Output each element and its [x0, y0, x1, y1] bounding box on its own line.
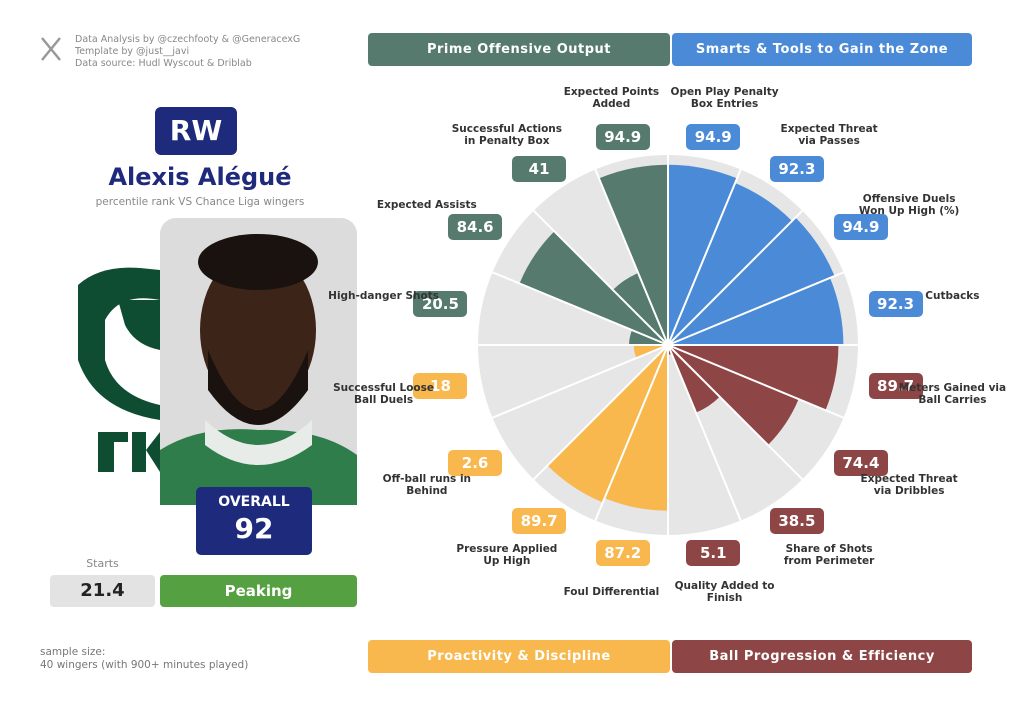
value-label: 89.7: [868, 373, 923, 400]
player-name: Alexis Alégué: [108, 163, 292, 191]
category-label: Pressure Applied Up High: [456, 542, 558, 567]
slice: [668, 217, 835, 345]
category-label: Expected Points Added: [563, 85, 660, 110]
legend-banner: Smarts & Tools to Gain the Zone: [672, 33, 972, 66]
value-label: 94.9: [595, 124, 650, 151]
slice-background: [668, 345, 741, 536]
form-box: [160, 575, 357, 607]
slice-background: [478, 272, 668, 345]
category-label: Successful Actions in Penalty Box: [451, 123, 563, 148]
category-label: Expected Threat via Dribbles: [860, 473, 958, 497]
slice-separator: [667, 344, 742, 521]
slice: [668, 345, 720, 413]
slice: [547, 345, 668, 503]
position-badge: [155, 107, 237, 155]
category-label: Expected Threat via Passes: [780, 123, 878, 148]
sample-note: 40 wingers (with 900+ minutes played): [40, 659, 249, 671]
slice: [612, 273, 668, 345]
starts-box: [50, 575, 155, 607]
value-label: 94.9: [833, 214, 888, 241]
slice-separator: [667, 169, 742, 346]
value-label: 92.3: [769, 155, 824, 182]
category-label: Offensive Duels Won Up High (%): [858, 192, 960, 217]
legend-banner: Ball Progression & Efficiency: [672, 640, 972, 673]
slice-separator: [594, 344, 669, 521]
category-label: Meters Gained via Ball Carries: [898, 382, 1007, 407]
value-label: 41: [512, 155, 567, 182]
value-label: 87.2: [595, 539, 650, 566]
slice: [519, 231, 668, 345]
slice-separator: [492, 271, 669, 346]
value-label: 92.3: [868, 290, 923, 317]
credit: Data Analysis by @czechfooty & @Generace…: [75, 34, 301, 45]
category-label: Open Play Penalty Box Entries: [670, 85, 779, 110]
value-label: 38.5: [769, 508, 824, 535]
value-label: 84.6: [448, 214, 503, 241]
value-label: 74.4: [833, 449, 888, 476]
club-logo: [78, 267, 160, 472]
slice-separator: [667, 344, 804, 481]
value-label: 2.6: [448, 449, 503, 476]
value-label: 20.5: [413, 290, 468, 317]
category-label: Quality Added to Finish: [674, 580, 775, 605]
category-label: High-danger Shots: [328, 289, 439, 302]
form: Peaking: [224, 582, 293, 600]
slice-separator: [532, 209, 669, 346]
slice-separator: [492, 344, 669, 419]
slice: [668, 277, 844, 345]
slice: [598, 164, 668, 345]
slice-separator: [667, 209, 804, 346]
starts-label: Starts: [86, 557, 119, 570]
slice: [668, 182, 793, 345]
credit: Data source: Hudl Wyscout & Driblab: [75, 58, 252, 69]
slice-separator: [532, 344, 669, 481]
legend-banner: Proactivity & Discipline: [368, 640, 670, 673]
category-label: Off-ball runs in Behind: [382, 473, 472, 497]
starts-value: 21.4: [80, 580, 125, 601]
value-label: 89.7: [512, 508, 567, 535]
position: RW: [169, 114, 223, 147]
category-label: Share of Shots from Perimeter: [783, 542, 875, 567]
overall-value: 92: [234, 512, 274, 545]
legend-banner: Prime Offensive Output: [368, 33, 670, 66]
value-label: 5.1: [686, 539, 741, 566]
slice-separator: [594, 169, 669, 346]
overall-badge: [196, 487, 312, 555]
x-logo: [41, 37, 61, 61]
value-label: 18: [413, 373, 468, 400]
slice-separator: [667, 344, 844, 419]
player-photo: [160, 234, 357, 505]
pizza: [478, 155, 858, 536]
category-label: Successful Loose Ball Duels: [333, 382, 435, 407]
sample-note: sample size:: [40, 646, 106, 658]
slice: [604, 345, 668, 511]
category-label: Cutbacks: [925, 289, 980, 302]
category-label: Foul Differential: [563, 586, 660, 599]
slice: [668, 345, 839, 411]
slice-background: [492, 345, 668, 480]
credit: Template by @just__javi: [75, 46, 190, 57]
overall-label: OVERALL: [218, 494, 290, 510]
slice-background: [478, 345, 668, 418]
slice: [668, 345, 799, 445]
value-label: 94.9: [686, 124, 741, 151]
slice: [668, 164, 738, 345]
category-label: Expected Assists: [376, 198, 477, 211]
subtitle: percentile rank VS Chance Liga wingers: [95, 196, 305, 208]
slice-separator: [667, 271, 844, 346]
